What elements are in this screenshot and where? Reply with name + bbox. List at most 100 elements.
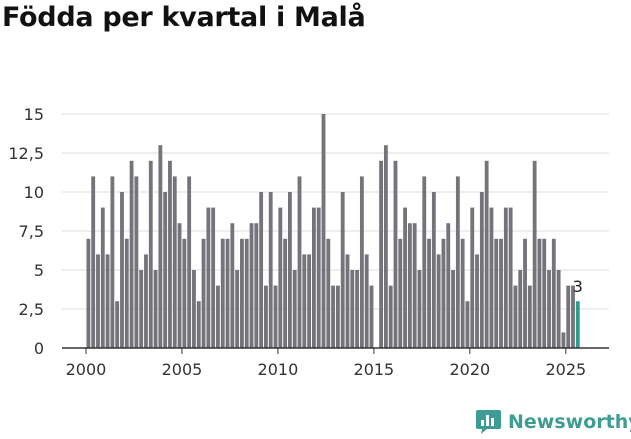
- bar: [206, 207, 211, 348]
- bar: [340, 192, 345, 348]
- bar: [412, 223, 417, 348]
- bar: [302, 254, 307, 348]
- bar: [407, 223, 412, 348]
- bar: [427, 238, 431, 348]
- bar: [364, 254, 369, 348]
- bar: [115, 301, 120, 348]
- bar: [240, 238, 244, 348]
- bar: [460, 238, 465, 348]
- bar: [220, 238, 225, 348]
- bar: [451, 270, 455, 348]
- bar: [542, 238, 547, 348]
- bar: [211, 207, 216, 348]
- bar: [350, 270, 355, 348]
- bar-chart: 0 2,5 5 7,5 10 12,5 15 2000 2005 2010 2015 2020 2025…: [8, 105, 609, 379]
- bar: [144, 254, 148, 348]
- bar: [556, 270, 561, 348]
- y-tick-label: 15: [24, 105, 44, 124]
- bar: [326, 238, 331, 348]
- bar: [288, 192, 292, 348]
- bar: [249, 223, 254, 348]
- x-tick-label: 2015: [354, 360, 395, 379]
- bars: [86, 114, 580, 348]
- y-tick-label: 5: [34, 261, 44, 280]
- bar: [110, 176, 115, 348]
- bar: [148, 160, 153, 348]
- bar: [254, 223, 259, 348]
- bar: [508, 207, 513, 348]
- chart-title: Födda per kvartal i Malå: [2, 2, 366, 33]
- bar: [422, 176, 427, 348]
- bar: [446, 223, 451, 348]
- y-tick-label: 0: [34, 339, 44, 358]
- bar: [163, 192, 168, 348]
- bar: [503, 207, 508, 348]
- y-tick-label: 12,5: [8, 144, 44, 163]
- bar: [316, 207, 321, 348]
- bar: [158, 145, 163, 348]
- bar: [244, 238, 249, 348]
- bar: [201, 238, 206, 348]
- bar: [216, 285, 220, 348]
- bar: [561, 332, 566, 348]
- bar: [398, 238, 403, 348]
- bar: [532, 160, 537, 348]
- labels: 0 2,5 5 7,5 10 12,5 15 2000 2005 2010 2015 2020 2025…: [8, 105, 586, 379]
- bar: [513, 285, 518, 348]
- axes: [62, 347, 609, 354]
- bar: [230, 223, 235, 348]
- bar: [91, 176, 96, 348]
- bar: [153, 270, 158, 348]
- bar: [369, 285, 374, 348]
- bar: [388, 285, 393, 348]
- bar: [268, 192, 273, 348]
- bar: [278, 207, 283, 348]
- bar: [455, 176, 460, 348]
- y-tick-label: 10: [24, 183, 44, 202]
- bar: [547, 270, 551, 348]
- bar: [566, 285, 571, 348]
- bar: [527, 285, 532, 348]
- bar: [129, 160, 134, 348]
- bar: [196, 301, 201, 348]
- y-tick-label: 7,5: [19, 222, 44, 241]
- bar: [489, 207, 494, 348]
- bar: [470, 207, 475, 348]
- bar: [518, 270, 523, 348]
- bar: [475, 254, 479, 348]
- bar: [105, 254, 110, 348]
- bar: [484, 160, 489, 348]
- brand-name: Newsworthy: [508, 411, 631, 433]
- bar: [283, 238, 288, 348]
- bar: [499, 238, 503, 348]
- bar: [264, 285, 268, 348]
- bar: [403, 207, 407, 348]
- bar: [134, 176, 139, 348]
- bar: [436, 254, 441, 348]
- x-tick-label: 2000: [66, 360, 107, 379]
- bar: [494, 238, 499, 348]
- bar: [359, 176, 364, 348]
- bar: [335, 285, 340, 348]
- bar: [187, 176, 192, 348]
- newsworthy-bar-chart-logo-icon: [476, 410, 501, 434]
- x-tick-label: 2025: [545, 360, 586, 379]
- bar: [120, 192, 124, 348]
- bar: [100, 207, 105, 348]
- bar: [139, 270, 144, 348]
- bar: [551, 238, 556, 348]
- bar: [431, 192, 436, 348]
- bar: [86, 238, 91, 348]
- bar: [379, 160, 383, 348]
- bar: [297, 176, 302, 348]
- bar-highlighted: [575, 301, 580, 348]
- newsworthy-brand[interactable]: Newsworthy: [476, 407, 631, 437]
- bar: [479, 192, 484, 348]
- bar: [235, 270, 240, 348]
- x-tick-label: 2010: [258, 360, 299, 379]
- bar: [331, 285, 336, 348]
- bar: [225, 238, 230, 348]
- bar: [292, 270, 297, 348]
- data-label-last: 3: [573, 277, 583, 296]
- bar: [177, 223, 182, 348]
